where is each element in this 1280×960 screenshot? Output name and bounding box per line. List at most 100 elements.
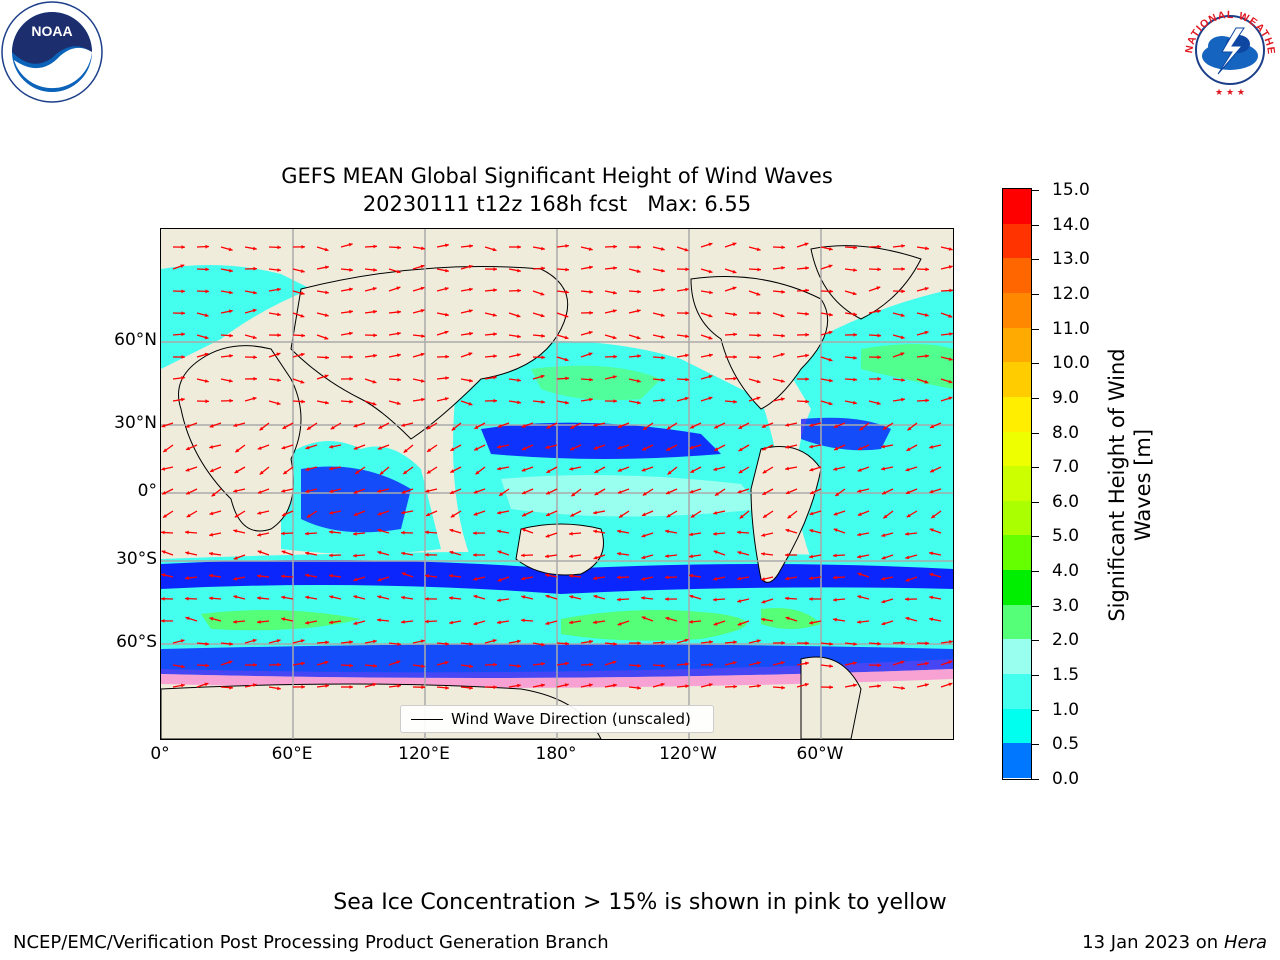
direction-arrow-head: [277, 245, 281, 250]
direction-arrow-head: [882, 490, 887, 495]
direction-arrow-head: [757, 333, 761, 338]
direction-arrow-head: [781, 685, 785, 690]
direction-arrow-head: [209, 551, 213, 556]
lon-label-60w: 60°W: [796, 744, 844, 764]
direction-arrow-head: [492, 639, 497, 643]
direction-arrow-head: [324, 313, 329, 317]
direction-arrow-head: [545, 554, 549, 559]
direction-arrow-head: [163, 514, 167, 518]
direction-arrow-head: [401, 530, 405, 535]
direction-arrow-head: [329, 553, 333, 558]
lon-label-120e: 120°E: [398, 744, 450, 764]
direction-arrow-head: [852, 661, 857, 666]
colorbar-tick: [1032, 709, 1039, 711]
direction-arrow-head: [522, 490, 526, 495]
direction-arrow-head: [948, 357, 953, 361]
colorbar-tick: [1032, 293, 1039, 295]
direction-arrow-head: [877, 663, 881, 668]
direction-arrow-head: [593, 423, 598, 427]
direction-arrow-head: [546, 425, 551, 429]
direction-arrow-head: [905, 490, 910, 494]
direction-arrow-head: [589, 397, 593, 402]
direction-arrow-head: [641, 596, 645, 600]
direction-arrow-head: [204, 682, 209, 687]
direction-arrow-head: [541, 266, 545, 271]
direction-arrow-head: [565, 400, 569, 405]
direction-arrow-head: [420, 264, 425, 269]
direction-arrow-head: [541, 333, 545, 338]
direction-arrow-head: [570, 425, 575, 429]
direction-arrow-head: [737, 489, 742, 494]
direction-arrow-head: [564, 357, 569, 362]
direction-arrow-head: [906, 513, 911, 518]
direction-arrow-head: [282, 425, 287, 429]
direction-arrow-head: [709, 290, 713, 295]
colorbar: [1002, 188, 1032, 780]
lon-label-180: 180°: [535, 744, 577, 764]
direction-arrow-head: [353, 446, 358, 450]
direction-arrow-head: [257, 490, 262, 494]
map-legend: Wind Wave Direction (unscaled): [400, 705, 714, 733]
direction-arrow-head: [324, 336, 329, 340]
colorbar-tick: [1032, 501, 1039, 503]
direction-arrow-head: [420, 639, 425, 644]
direction-arrow-head: [685, 267, 689, 272]
colorbar-tick-label: 0.0: [1052, 769, 1080, 789]
colorbar-segment: [1003, 674, 1031, 710]
direction-arrow-head: [421, 685, 425, 690]
direction-arrow-head: [900, 660, 905, 665]
footer-host: Hera: [1223, 932, 1267, 953]
direction-arrow-head: [281, 445, 286, 450]
direction-arrow-head: [715, 492, 719, 496]
colorbar-segment: [1003, 466, 1031, 502]
direction-arrow-head: [828, 330, 833, 335]
direction-arrow-head: [930, 468, 935, 473]
direction-arrow-head: [425, 574, 429, 578]
direction-arrow-head: [517, 639, 521, 644]
direction-arrow-head: [876, 401, 881, 405]
direction-arrow-head: [329, 510, 334, 515]
direction-arrow-head: [324, 374, 329, 379]
direction-arrow-head: [425, 530, 429, 535]
direction-arrow-head: [713, 467, 718, 471]
direction-arrow-head: [756, 661, 761, 665]
direction-arrow-head: [517, 400, 521, 405]
direction-arrow-head: [493, 332, 497, 337]
direction-arrow-head: [834, 446, 839, 451]
direction-arrow-head: [805, 266, 809, 270]
direction-arrow-head: [444, 397, 449, 401]
direction-arrow-head: [787, 514, 792, 519]
direction-arrow-head: [420, 352, 425, 357]
nws-logo: NATIONAL WEATHER SERVICE ★ ★ ★: [1174, 0, 1280, 100]
direction-arrow-head: [379, 471, 384, 475]
colorbar-segment: [1003, 327, 1031, 363]
direction-arrow-head: [739, 514, 744, 519]
direction-arrow-head: [809, 423, 814, 427]
direction-arrow-head: [449, 528, 454, 533]
direction-arrow-head: [425, 489, 430, 493]
direction-arrow-head: [617, 424, 622, 428]
direction-arrow-head: [450, 469, 455, 473]
direction-arrow-head: [421, 246, 425, 251]
direction-arrow-head: [685, 311, 689, 315]
direction-arrow-head: [757, 355, 761, 360]
colorbar-tick-label: 12.0: [1052, 283, 1090, 304]
direction-arrow-head: [613, 683, 617, 688]
direction-arrow-head: [541, 246, 545, 251]
colorbar-tick: [1032, 432, 1039, 434]
direction-arrow-head: [809, 597, 813, 601]
direction-arrow-head: [833, 617, 837, 622]
direction-arrow-head: [181, 332, 185, 337]
direction-arrow-head: [565, 376, 569, 381]
direction-arrow-head: [181, 245, 185, 249]
direction-arrow-head: [666, 425, 671, 430]
direction-arrow-head: [161, 550, 166, 554]
direction-arrow-head: [497, 578, 502, 582]
direction-arrow-head: [761, 533, 766, 537]
direction-arrow-head: [517, 683, 521, 688]
direction-arrow-head: [181, 376, 185, 380]
direction-arrow-head: [516, 353, 521, 357]
direction-arrow-head: [588, 683, 593, 688]
direction-arrow-head: [473, 531, 477, 535]
direction-arrow-head: [617, 490, 622, 494]
